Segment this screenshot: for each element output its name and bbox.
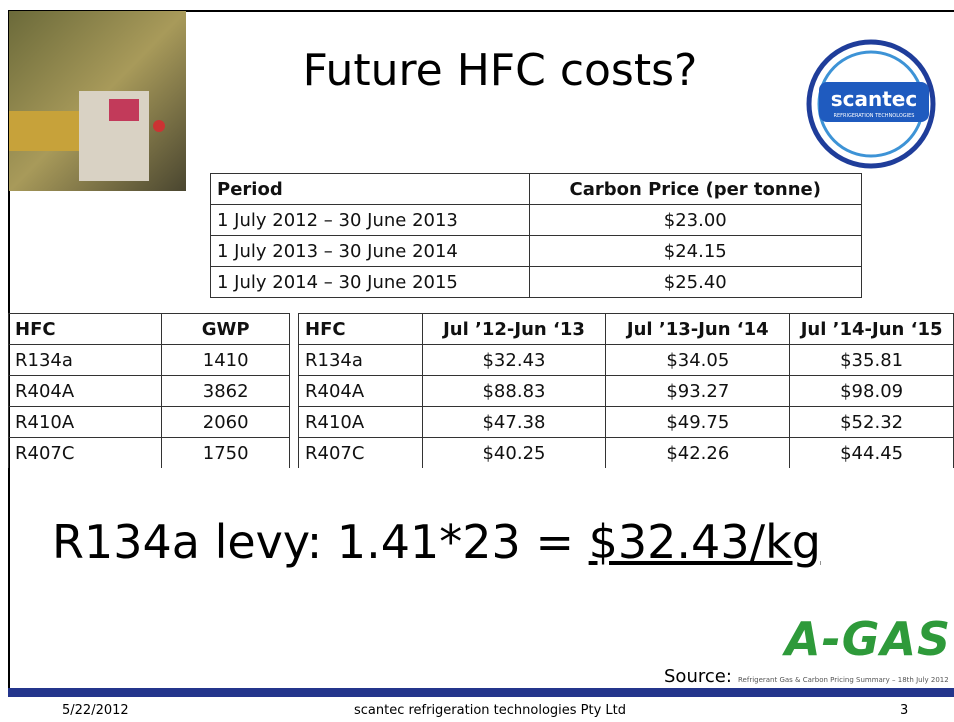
table-cell: 1750 [162, 438, 290, 469]
table-cell: 1 July 2012 – 30 June 2013 [211, 205, 530, 236]
table-cell: $47.38 [422, 407, 606, 438]
header-cell: HFC [9, 314, 162, 345]
table-cell: $93.27 [606, 376, 790, 407]
table-cell: $88.83 [422, 376, 606, 407]
table-cell: $98.09 [790, 376, 954, 407]
header-cell: Carbon Price (per tonne) [529, 174, 862, 205]
scantec-logo: scantec REFRIGERATION TECHNOLOGIES [805, 38, 937, 170]
table-cell: 1 July 2013 – 30 June 2014 [211, 236, 530, 267]
logo-tagline: REFRIGERATION TECHNOLOGIES [834, 113, 915, 119]
table-cell: $49.75 [606, 407, 790, 438]
source-reference: Refrigerant Gas & Carbon Pricing Summary… [738, 676, 954, 684]
table-cell: $42.26 [606, 438, 790, 469]
footer-page: 3 [900, 703, 908, 718]
photo [9, 11, 186, 191]
table-cell: 1410 [162, 345, 290, 376]
header-cell: Jul ’12-Jun ‘13 [422, 314, 606, 345]
footer-bar [8, 688, 954, 697]
table-cell: 1 July 2014 – 30 June 2015 [211, 267, 530, 298]
table-cell: $35.81 [790, 345, 954, 376]
table-cell: R404A [9, 376, 162, 407]
footer-date: 5/22/2012 [62, 703, 129, 718]
table-cell: R410A [9, 407, 162, 438]
table-row: R410A$47.38$49.75$52.32 [299, 407, 954, 438]
table-cell: $44.45 [790, 438, 954, 469]
table-row: 1 July 2013 – 30 June 2014$24.15 [211, 236, 862, 267]
table-cell: R134a [299, 345, 423, 376]
header-cell: Period [211, 174, 530, 205]
table-cell: R407C [299, 438, 423, 469]
table-cell: R410A [299, 407, 423, 438]
header-cell: HFC [299, 314, 423, 345]
slide: Future HFC costs? scantec REFRIGERATION … [0, 0, 954, 722]
table-cell: $40.25 [422, 438, 606, 469]
table-cell: $23.00 [529, 205, 862, 236]
table-cell: $34.05 [606, 345, 790, 376]
table-cell: $32.43 [422, 345, 606, 376]
table-cell: 3862 [162, 376, 290, 407]
table-cell: 2060 [162, 407, 290, 438]
table-row: 1 July 2012 – 30 June 2013$23.00 [211, 205, 862, 236]
header-cell: Jul ’13-Jun ‘14 [606, 314, 790, 345]
table-cell: R134a [9, 345, 162, 376]
levy-text: R134a levy: 1.41*23 = [52, 515, 589, 569]
levy-line: R134a levy: 1.41*23 = $32.43/kg [52, 515, 821, 569]
agas-logo: A-GAS [785, 612, 951, 666]
header-cell: Jul ’14-Jun ‘15 [790, 314, 954, 345]
table-cell: $52.32 [790, 407, 954, 438]
source-label: Source: [664, 666, 732, 687]
table-row: R407C$40.25$42.26$44.45 [299, 438, 954, 469]
footer-company: scantec refrigeration technologies Pty L… [290, 703, 690, 718]
header-cell: GWP [162, 314, 290, 345]
table-cell: $25.40 [529, 267, 862, 298]
table-cell: $24.15 [529, 236, 862, 267]
table-row: 1 July 2014 – 30 June 2015$25.40 [211, 267, 862, 298]
slide-title: Future HFC costs? [250, 45, 750, 96]
logo-name: scantec [831, 87, 917, 111]
table-cell: R407C [9, 438, 162, 469]
table-row: R404A$88.83$93.27$98.09 [299, 376, 954, 407]
table-cell: R404A [299, 376, 423, 407]
levy-result: $32.43/kg [589, 515, 821, 569]
table-row: R134a$32.43$34.05$35.81 [299, 345, 954, 376]
